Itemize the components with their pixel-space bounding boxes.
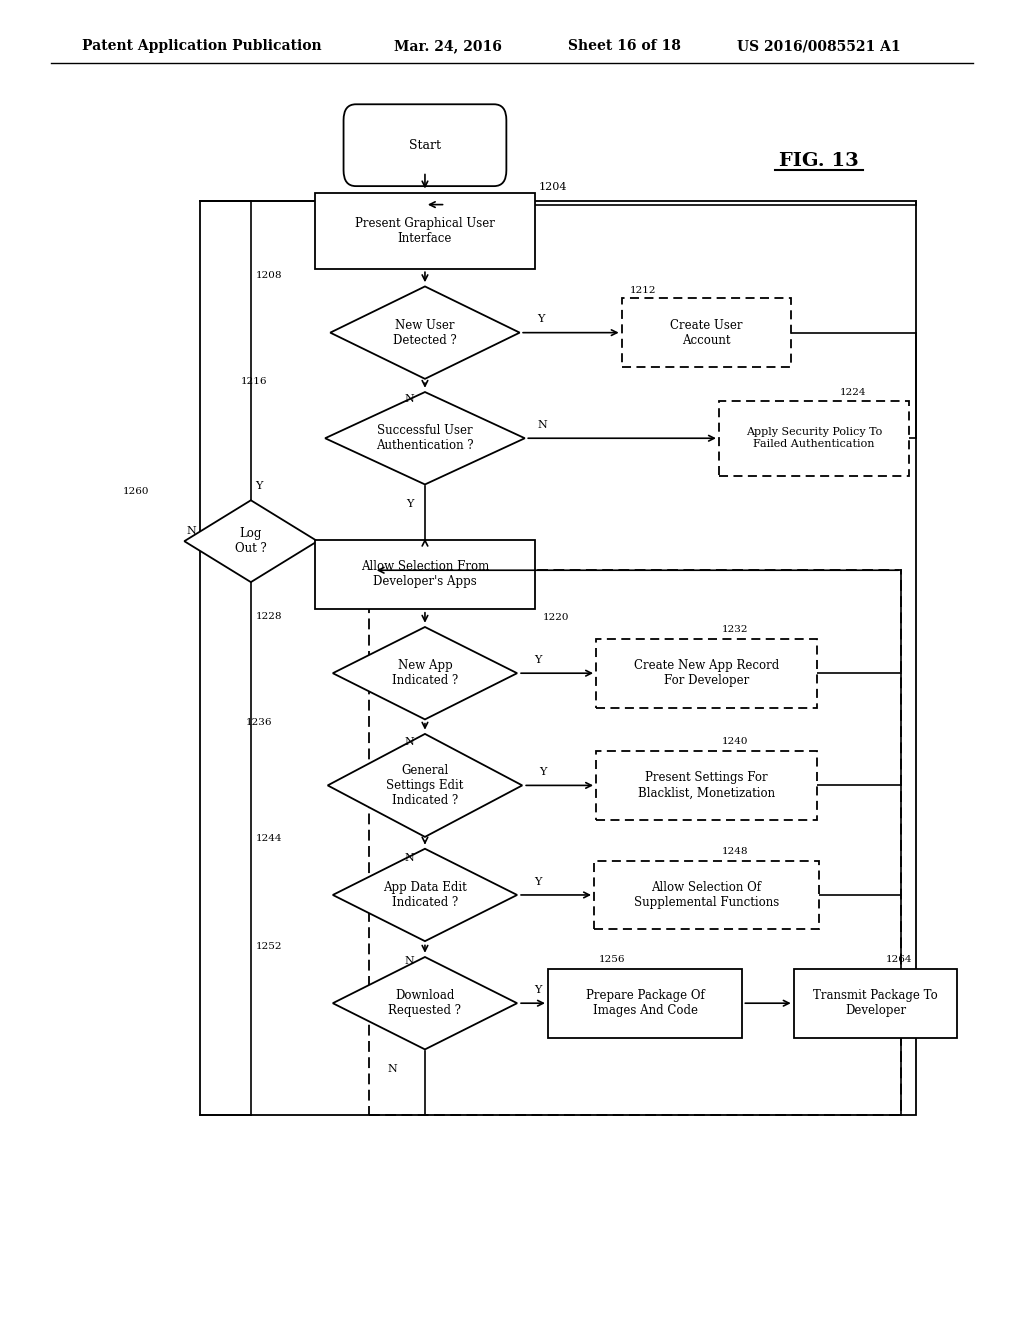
Text: Allow Selection Of
Supplemental Functions: Allow Selection Of Supplemental Function…: [634, 880, 779, 909]
FancyBboxPatch shape: [343, 104, 506, 186]
Text: New App
Indicated ?: New App Indicated ?: [392, 659, 458, 688]
Text: 1260: 1260: [123, 487, 150, 495]
Text: 1232: 1232: [722, 626, 749, 634]
Text: Patent Application Publication: Patent Application Publication: [82, 40, 322, 53]
Text: N: N: [538, 420, 548, 430]
Text: 1256: 1256: [599, 956, 626, 964]
Text: Y: Y: [255, 480, 263, 491]
Text: New User
Detected ?: New User Detected ?: [393, 318, 457, 347]
Text: 1248: 1248: [722, 847, 749, 855]
Text: 1212: 1212: [630, 286, 656, 294]
Bar: [719, 400, 909, 475]
Text: Log
Out ?: Log Out ?: [234, 527, 267, 556]
Text: 1252: 1252: [256, 942, 283, 950]
Text: 1236: 1236: [246, 718, 272, 726]
Text: N: N: [404, 853, 415, 863]
Text: 1228: 1228: [256, 612, 283, 620]
Polygon shape: [328, 734, 522, 837]
Text: 1204: 1204: [539, 182, 567, 193]
Text: Allow Selection From
Developer's Apps: Allow Selection From Developer's Apps: [360, 560, 489, 589]
Text: Successful User
Authentication ?: Successful User Authentication ?: [376, 424, 474, 453]
Text: N: N: [387, 1064, 397, 1074]
Text: 1220: 1220: [543, 614, 569, 622]
Bar: [315, 540, 535, 609]
Bar: [596, 639, 816, 708]
Text: 1240: 1240: [722, 738, 749, 746]
Text: Y: Y: [406, 499, 414, 510]
Text: App Data Edit
Indicated ?: App Data Edit Indicated ?: [383, 880, 467, 909]
Polygon shape: [333, 627, 517, 719]
Text: 1264: 1264: [886, 956, 912, 964]
Text: Y: Y: [534, 655, 542, 665]
Text: FIG. 13: FIG. 13: [779, 152, 859, 170]
Text: Prepare Package Of
Images And Code: Prepare Package Of Images And Code: [586, 989, 705, 1018]
Text: N: N: [186, 525, 197, 536]
Text: N: N: [404, 393, 415, 404]
Text: Mar. 24, 2016: Mar. 24, 2016: [394, 40, 502, 53]
Polygon shape: [333, 849, 517, 941]
Text: 1208: 1208: [256, 272, 283, 280]
Text: Y: Y: [539, 767, 547, 777]
Text: General
Settings Edit
Indicated ?: General Settings Edit Indicated ?: [386, 764, 464, 807]
Text: Start: Start: [409, 139, 441, 152]
Text: US 2016/0085521 A1: US 2016/0085521 A1: [737, 40, 901, 53]
Text: Download
Requested ?: Download Requested ?: [388, 989, 462, 1018]
Bar: [596, 751, 816, 820]
Text: Transmit Package To
Developer: Transmit Package To Developer: [813, 989, 938, 1018]
Polygon shape: [333, 957, 517, 1049]
Text: 1224: 1224: [840, 388, 866, 396]
Text: Y: Y: [534, 876, 542, 887]
Polygon shape: [330, 286, 519, 379]
Text: Apply Security Policy To
Failed Authentication: Apply Security Policy To Failed Authenti…: [745, 428, 883, 449]
Bar: [622, 298, 791, 367]
Bar: [369, 570, 901, 1115]
Text: Present Graphical User
Interface: Present Graphical User Interface: [355, 216, 495, 246]
Bar: [315, 194, 535, 269]
Bar: [200, 201, 916, 1115]
Text: Y: Y: [537, 314, 545, 325]
Polygon shape: [326, 392, 524, 484]
Text: 1216: 1216: [241, 378, 267, 385]
Polygon shape: [184, 500, 317, 582]
Bar: [548, 969, 742, 1038]
Text: Y: Y: [534, 985, 542, 995]
Bar: [594, 861, 819, 929]
Text: Present Settings For
Blacklist, Monetization: Present Settings For Blacklist, Monetiza…: [638, 771, 775, 800]
Text: N: N: [404, 956, 415, 966]
Text: Create New App Record
For Developer: Create New App Record For Developer: [634, 659, 779, 688]
Text: 1244: 1244: [256, 834, 283, 842]
Text: Create User
Account: Create User Account: [671, 318, 742, 347]
Text: Sheet 16 of 18: Sheet 16 of 18: [568, 40, 681, 53]
Text: N: N: [404, 737, 415, 747]
Bar: [794, 969, 957, 1038]
